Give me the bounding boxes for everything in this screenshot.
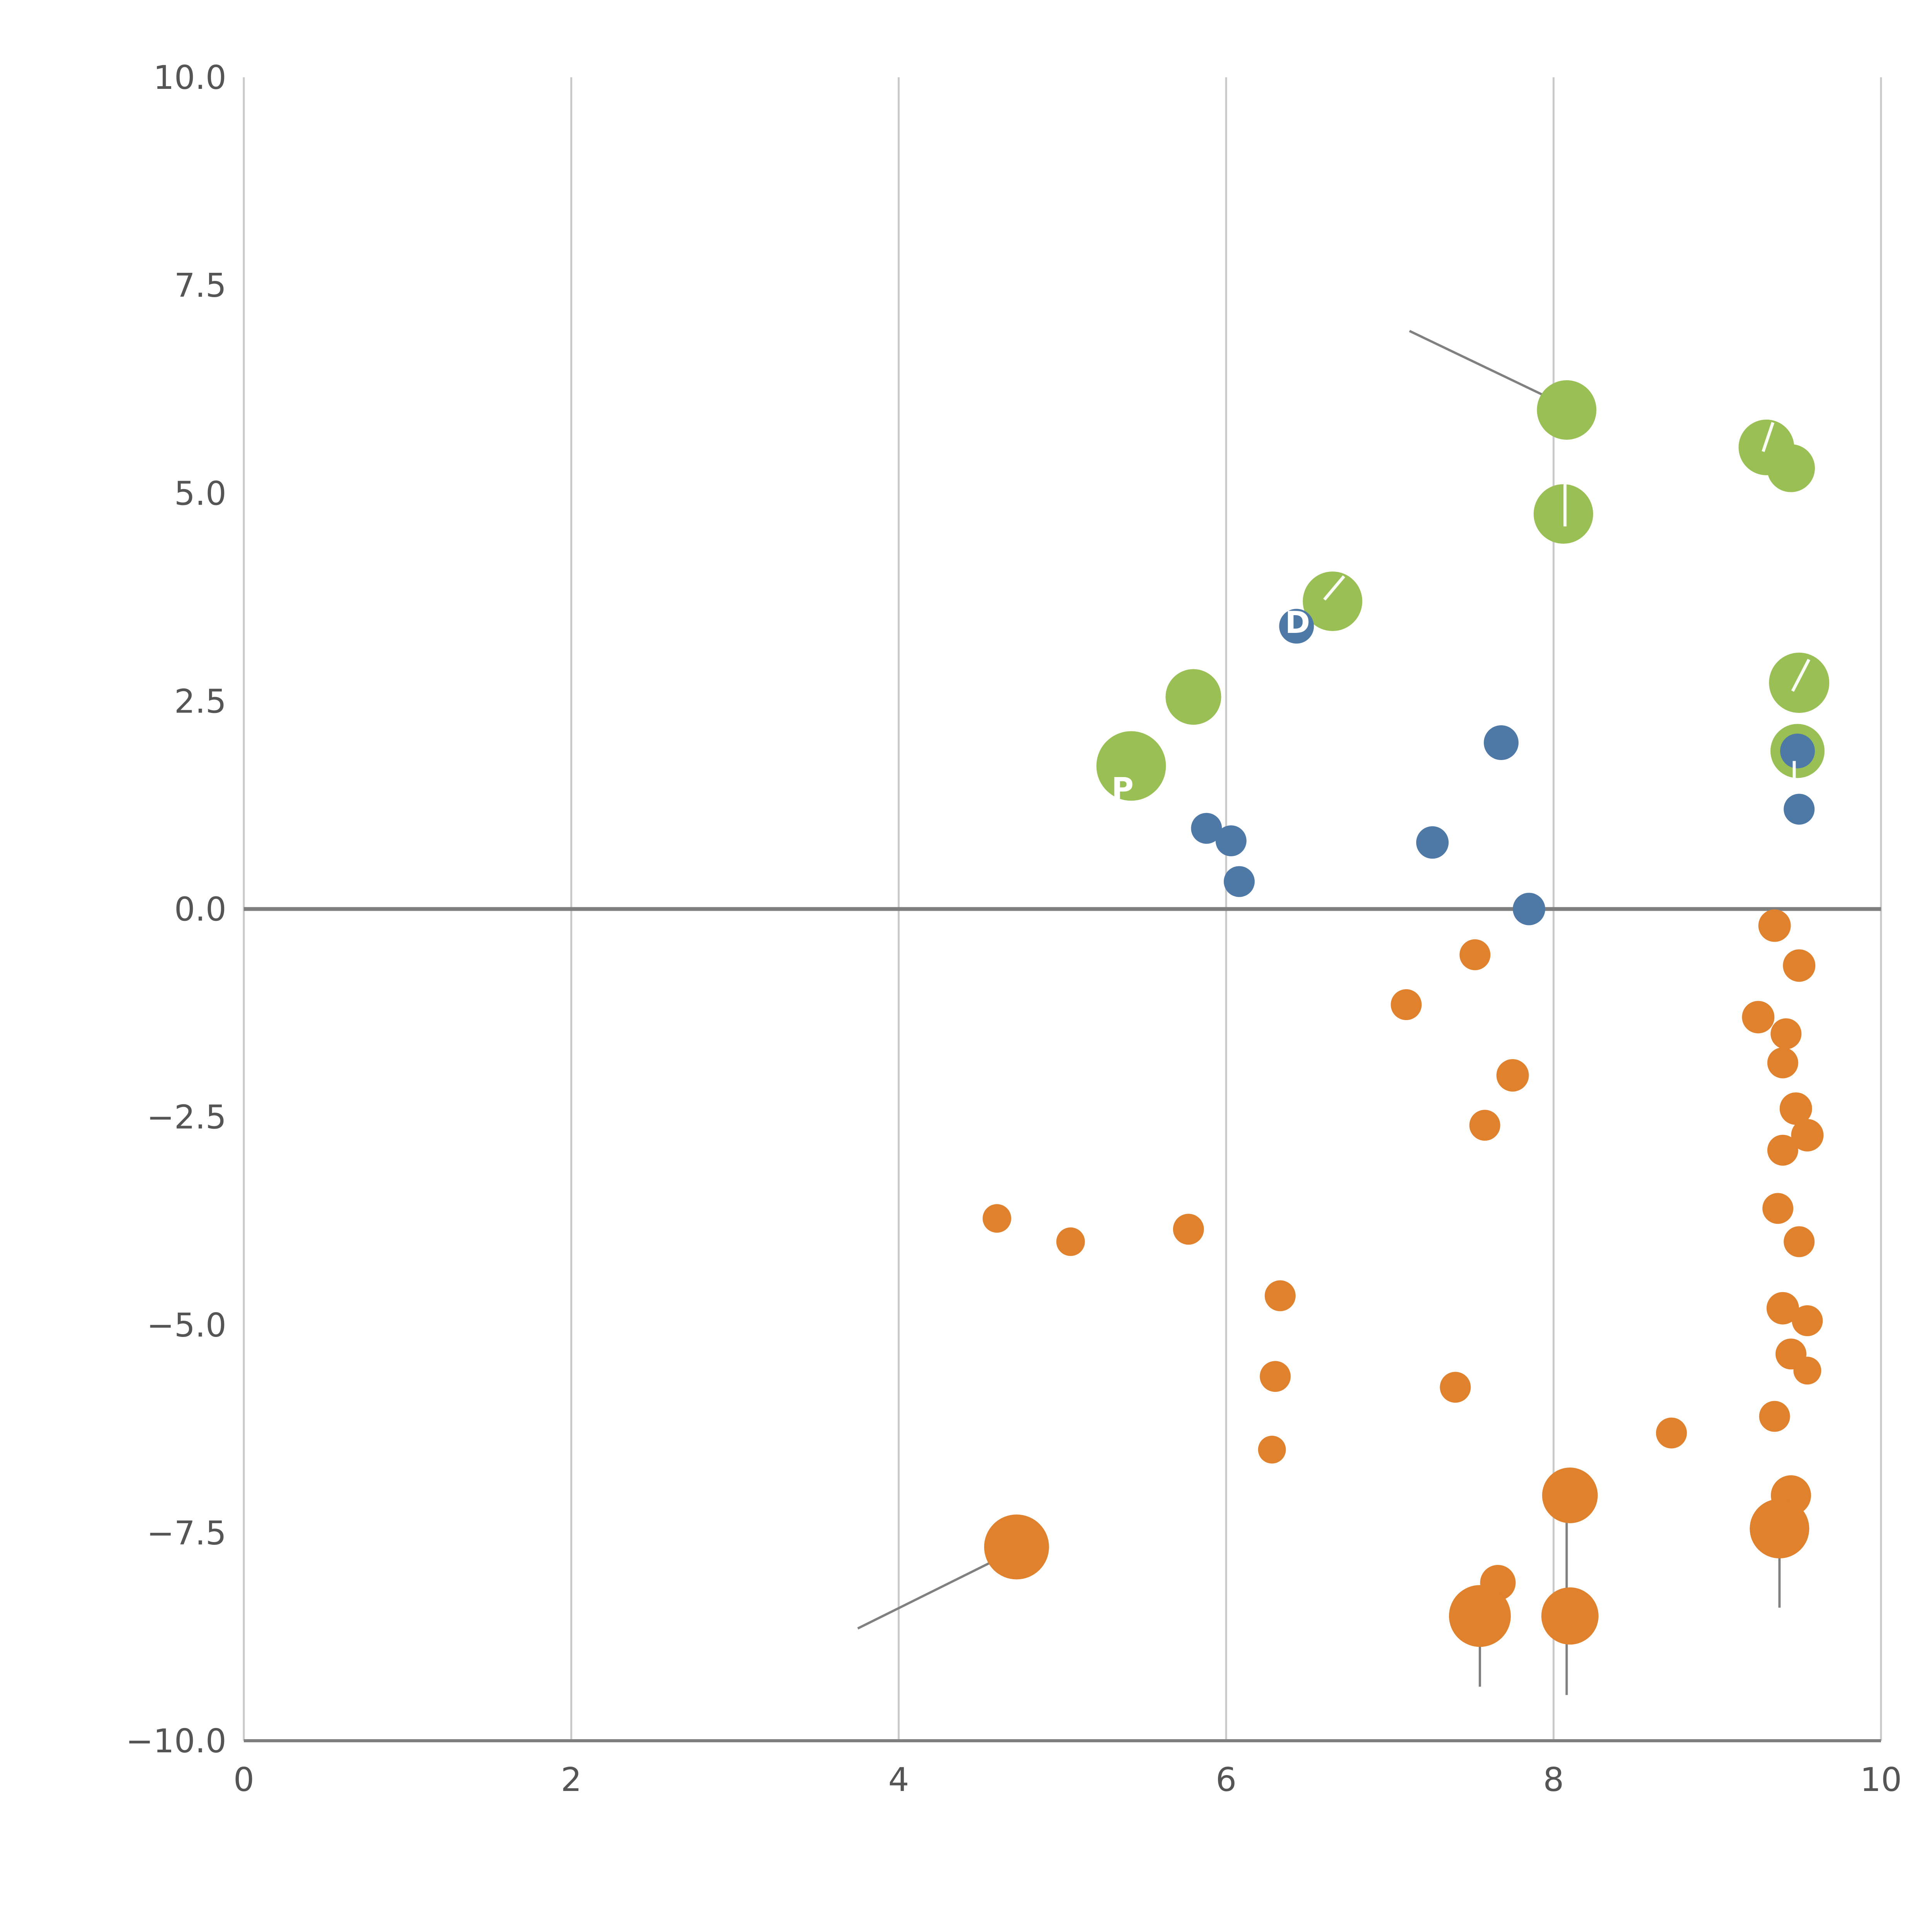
data-point-orange-16 <box>1173 1214 1204 1245</box>
data-point-blue-3 <box>1215 825 1247 856</box>
data-point-orange-6 <box>1767 1047 1798 1078</box>
data-point-blue-5 <box>1416 826 1449 859</box>
data-point-green-3 <box>1534 484 1594 544</box>
data-point-blue-1 <box>1484 725 1519 760</box>
data-point-orange-33 <box>1541 1587 1599 1645</box>
data-point-orange-21 <box>1793 1357 1821 1385</box>
data-point-green-0 <box>1537 380 1597 440</box>
leader-line-1 <box>857 1556 1001 1630</box>
white-label-fragment-0: B <box>1177 639 1200 673</box>
data-point-orange-11 <box>1767 1134 1798 1166</box>
data-point-orange-4 <box>1742 1001 1775 1034</box>
x-tick-label-8: 8 <box>1543 1761 1564 1799</box>
data-point-orange-23 <box>1440 1372 1471 1403</box>
data-point-orange-5 <box>1770 1018 1802 1049</box>
data-point-orange-0 <box>1758 909 1791 942</box>
data-point-orange-18 <box>1766 1292 1799 1325</box>
y-tick-label--7.5: −7.5 <box>147 1514 226 1553</box>
data-point-orange-9 <box>1779 1092 1812 1125</box>
data-point-orange-17 <box>1265 1280 1296 1311</box>
data-point-blue-6 <box>1513 893 1546 925</box>
data-point-orange-8 <box>1469 1110 1500 1141</box>
y-tick-label-0: 0.0 <box>174 891 226 929</box>
data-point-orange-3 <box>1391 989 1422 1020</box>
data-point-orange-24 <box>1759 1401 1790 1432</box>
data-point-green-2 <box>1767 444 1815 492</box>
y-tick-label--5: −5.0 <box>147 1306 226 1345</box>
data-point-orange-22 <box>1260 1361 1291 1392</box>
series-green <box>1096 380 1830 801</box>
data-point-green-5 <box>1165 669 1221 725</box>
data-point-orange-26 <box>1258 1435 1286 1464</box>
y-tick-label--2.5: −2.5 <box>147 1099 226 1137</box>
series-orange <box>983 909 1824 1647</box>
data-point-orange-32 <box>1449 1585 1511 1647</box>
data-point-blue-0 <box>1279 609 1314 644</box>
x-tick-label-10: 10 <box>1860 1761 1902 1799</box>
x-tick-label-4: 4 <box>888 1761 909 1799</box>
data-point-orange-15 <box>1056 1227 1085 1256</box>
y-tick-label-2.5: 2.5 <box>174 682 226 721</box>
data-point-orange-27 <box>1542 1468 1598 1524</box>
data-point-orange-19 <box>1792 1305 1823 1336</box>
y-tick-label--10: −10.0 <box>126 1722 226 1760</box>
white-label-fragment-1: D <box>1285 605 1310 640</box>
data-point-orange-10 <box>1791 1119 1824 1151</box>
data-point-blue-2 <box>1191 813 1222 844</box>
data-point-green-6 <box>1096 731 1166 801</box>
data-point-orange-30 <box>984 1514 1049 1580</box>
y-tick-label-7.5: 7.5 <box>174 267 226 305</box>
x-tick-label-0: 0 <box>233 1761 254 1799</box>
x-tick-label-6: 6 <box>1216 1761 1236 1799</box>
data-point-green-7 <box>1769 653 1830 713</box>
y-tick-label-10: 10.0 <box>153 59 226 97</box>
data-point-orange-14 <box>983 1204 1012 1233</box>
data-point-blue-4 <box>1224 866 1255 897</box>
data-point-orange-12 <box>1762 1193 1794 1224</box>
leader-line-0 <box>1409 330 1554 401</box>
data-point-orange-2 <box>1459 939 1491 970</box>
data-point-orange-25 <box>1656 1417 1687 1449</box>
white-label-fragment-2: P <box>1112 772 1134 806</box>
white-mark-3 <box>1791 658 1811 692</box>
white-mark-1 <box>1762 422 1775 452</box>
data-point-blue-8 <box>1780 733 1815 769</box>
data-point-orange-13 <box>1784 1226 1815 1257</box>
x-tick-label-2: 2 <box>561 1761 582 1799</box>
white-mark-2 <box>1323 575 1345 601</box>
data-point-orange-7 <box>1496 1059 1529 1092</box>
data-point-green-4 <box>1303 571 1362 631</box>
y-tick-label-5: 5.0 <box>174 474 226 513</box>
series-blue <box>1191 609 1815 925</box>
data-point-orange-1 <box>1783 949 1816 982</box>
data-point-orange-29 <box>1750 1499 1810 1559</box>
data-point-blue-7 <box>1784 794 1815 825</box>
